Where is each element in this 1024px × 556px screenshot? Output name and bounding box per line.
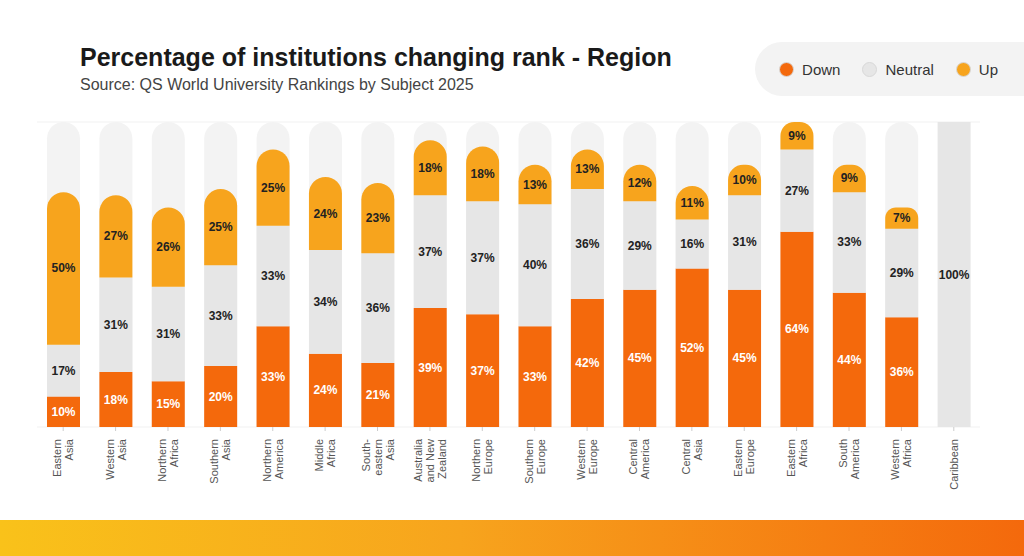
svg-text:18%: 18% <box>104 393 128 407</box>
svg-text:33%: 33% <box>261 269 285 283</box>
svg-text:Eastern: Eastern <box>732 439 744 477</box>
svg-text:Asia: Asia <box>220 438 232 460</box>
svg-text:27%: 27% <box>104 229 128 243</box>
svg-text:36%: 36% <box>575 237 599 251</box>
svg-text:South: South <box>837 439 849 468</box>
svg-text:37%: 37% <box>471 251 495 265</box>
svg-text:eastern: eastern <box>372 439 384 476</box>
svg-text:23%: 23% <box>366 211 390 225</box>
html-text:Down: Down <box>802 60 841 78</box>
svg-text:13%: 13% <box>575 162 599 176</box>
svg-text:11%: 11% <box>680 196 704 210</box>
svg-text:South-: South- <box>360 439 372 472</box>
svg-text:America: America <box>639 438 651 479</box>
svg-text:Eastern: Eastern <box>785 439 797 477</box>
svg-text:Middle: Middle <box>313 439 325 471</box>
svg-text:45%: 45% <box>733 351 757 365</box>
svg-text:and New: and New <box>424 439 436 482</box>
svg-text:Europe: Europe <box>482 439 494 474</box>
svg-text:18%: 18% <box>471 167 495 181</box>
svg-text:Western: Western <box>889 439 901 480</box>
svg-text:Western: Western <box>104 439 116 480</box>
svg-text:42%: 42% <box>575 356 599 370</box>
svg-text:America: America <box>849 438 861 479</box>
svg-text:29%: 29% <box>890 266 914 280</box>
html-text:Up: Up <box>978 60 998 78</box>
svg-text:20%: 20% <box>209 390 233 404</box>
svg-text:Europe: Europe <box>535 439 547 474</box>
svg-text:Southern: Southern <box>523 439 535 484</box>
svg-text:31%: 31% <box>733 235 757 249</box>
svg-text:Central: Central <box>627 439 639 474</box>
svg-text:America: America <box>273 438 285 479</box>
svg-text:39%: 39% <box>418 361 442 375</box>
svg-text:36%: 36% <box>890 365 914 379</box>
svg-text:44%: 44% <box>837 353 861 367</box>
html-text:Percentage of institutions cha: Percentage of institutions changing rank… <box>80 43 672 71</box>
svg-text:Caribbean: Caribbean <box>948 439 960 490</box>
svg-text:18%: 18% <box>418 161 442 175</box>
svg-text:Asia: Asia <box>384 438 396 460</box>
svg-text:Europe: Europe <box>744 439 756 474</box>
svg-text:Central: Central <box>680 439 692 474</box>
svg-text:12%: 12% <box>628 176 652 190</box>
svg-text:24%: 24% <box>313 207 337 221</box>
svg-text:29%: 29% <box>628 239 652 253</box>
svg-text:Zealand: Zealand <box>436 439 448 479</box>
svg-text:Southern: Southern <box>208 439 220 484</box>
svg-text:Africa: Africa <box>325 438 337 467</box>
svg-text:45%: 45% <box>628 351 652 365</box>
svg-text:33%: 33% <box>261 370 285 384</box>
svg-text:100%: 100% <box>939 268 970 282</box>
svg-text:33%: 33% <box>837 235 861 249</box>
svg-text:15%: 15% <box>156 397 180 411</box>
svg-text:13%: 13% <box>523 178 547 192</box>
svg-text:50%: 50% <box>51 261 75 275</box>
svg-text:64%: 64% <box>785 322 809 336</box>
svg-text:Africa: Africa <box>901 438 913 467</box>
svg-text:7%: 7% <box>893 211 911 225</box>
svg-text:37%: 37% <box>418 245 442 259</box>
svg-text:Asia: Asia <box>116 438 128 460</box>
html-text:Source: QS World University Ra: Source: QS World University Rankings by … <box>80 76 474 93</box>
svg-text:Africa: Africa <box>797 438 809 467</box>
svg-text:10%: 10% <box>733 173 757 187</box>
svg-text:Northern: Northern <box>261 439 273 482</box>
svg-text:40%: 40% <box>523 258 547 272</box>
svg-text:25%: 25% <box>261 181 285 195</box>
svg-text:9%: 9% <box>788 129 806 143</box>
svg-text:Europe: Europe <box>587 439 599 474</box>
svg-text:26%: 26% <box>156 240 180 254</box>
svg-text:36%: 36% <box>366 301 390 315</box>
svg-text:Australia: Australia <box>412 438 424 482</box>
svg-text:25%: 25% <box>209 220 233 234</box>
svg-text:33%: 33% <box>209 309 233 323</box>
svg-text:Asia: Asia <box>692 438 704 460</box>
svg-text:17%: 17% <box>51 364 75 378</box>
svg-text:Asia: Asia <box>63 438 75 460</box>
svg-text:34%: 34% <box>313 295 337 309</box>
svg-text:52%: 52% <box>680 341 704 355</box>
svg-text:Africa: Africa <box>168 438 180 467</box>
svg-text:16%: 16% <box>680 237 704 251</box>
svg-text:31%: 31% <box>156 327 180 341</box>
svg-text:37%: 37% <box>471 364 495 378</box>
svg-text:9%: 9% <box>841 171 859 185</box>
svg-text:27%: 27% <box>785 184 809 198</box>
svg-text:33%: 33% <box>523 370 547 384</box>
html-text:Neutral: Neutral <box>885 60 934 78</box>
svg-text:Eastern: Eastern <box>51 439 63 477</box>
svg-text:31%: 31% <box>104 318 128 332</box>
svg-text:Northern: Northern <box>156 439 168 482</box>
svg-text:Western: Western <box>575 439 587 480</box>
svg-text:24%: 24% <box>313 383 337 397</box>
svg-text:Northern: Northern <box>470 439 482 482</box>
svg-text:10%: 10% <box>51 405 75 419</box>
svg-text:21%: 21% <box>366 388 390 402</box>
